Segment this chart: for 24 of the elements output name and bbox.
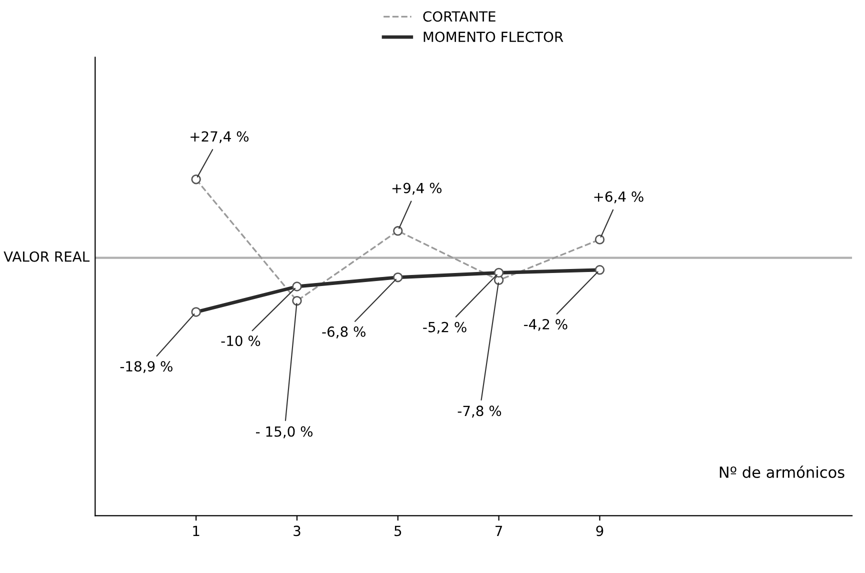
data-label: +9,4 %	[392, 182, 442, 195]
x-tick-label: 9	[596, 526, 604, 536]
x-tick-label: 3	[294, 526, 300, 536]
data-label: +6,4 %	[594, 191, 644, 204]
data-label: -10 %	[221, 336, 260, 346]
legend-label: CORTANTE	[423, 11, 496, 22]
x-axis-title: Nº de armónicos	[720, 466, 844, 478]
data-label: -6,8 %	[322, 326, 366, 338]
point	[191, 307, 201, 317]
ref-line-label: VALOR REAL	[4, 251, 90, 262]
x-tick-label: 7	[496, 526, 502, 536]
data-label: - 15,0 %	[256, 426, 313, 438]
data-label: -4,2 %	[524, 318, 568, 331]
point	[292, 282, 302, 292]
point	[494, 268, 504, 278]
point	[393, 272, 403, 282]
x-tick-label: 5	[394, 526, 402, 536]
data-label: -7,8 %	[458, 406, 502, 418]
x-tick-label: 1	[193, 526, 200, 536]
legend-label: MOMENTO FLECTOR	[424, 32, 564, 42]
data-label: -18,9 %	[120, 361, 172, 373]
data-label: +27,4 %	[190, 131, 249, 144]
point	[594, 265, 605, 275]
data-label: -5,2 %	[423, 322, 466, 334]
